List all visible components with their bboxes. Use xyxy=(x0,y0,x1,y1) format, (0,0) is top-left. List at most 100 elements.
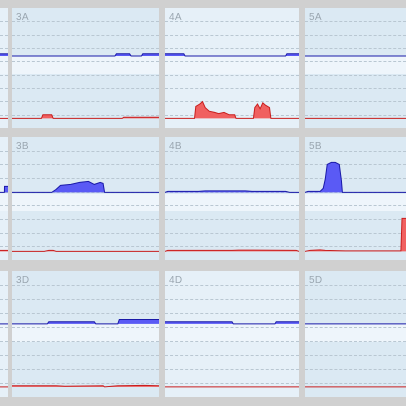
gridline xyxy=(305,164,406,166)
gridline xyxy=(305,88,406,89)
gridline xyxy=(12,341,159,342)
gridline xyxy=(165,299,299,300)
blue-series-line xyxy=(12,180,159,193)
gridline xyxy=(12,327,159,328)
panel-band xyxy=(0,323,8,342)
gridline xyxy=(305,150,406,152)
gridline xyxy=(12,299,159,300)
panel-plot xyxy=(305,55,406,119)
gridline xyxy=(0,205,8,207)
panel-label: 3B xyxy=(16,141,29,152)
gridline xyxy=(305,205,406,207)
gridline xyxy=(0,101,8,103)
gridline xyxy=(0,285,8,286)
gridline xyxy=(0,88,8,89)
red-series-line xyxy=(12,114,159,119)
gridline xyxy=(305,101,406,103)
panel-label: 4B xyxy=(169,141,182,152)
gridline xyxy=(12,313,159,314)
panel-band xyxy=(165,56,299,74)
panel-plot xyxy=(0,323,8,388)
blue-series-line xyxy=(165,53,299,57)
gridline xyxy=(0,150,8,152)
panel-plot xyxy=(0,53,8,119)
gridline xyxy=(0,48,8,49)
gridline xyxy=(165,205,299,207)
panel-band xyxy=(0,56,8,74)
chart-panel-edge xyxy=(0,271,8,397)
gridline xyxy=(12,34,159,36)
panel-plot xyxy=(12,319,159,388)
blue-series-area xyxy=(165,190,299,193)
panel-label: 3A xyxy=(16,12,29,23)
gridline xyxy=(0,61,8,63)
gridline xyxy=(12,21,159,23)
gridline xyxy=(0,341,8,342)
chart-panel-4b: 4B xyxy=(165,137,299,260)
gridline xyxy=(305,61,406,63)
panel-band xyxy=(165,323,299,342)
gridline xyxy=(12,61,159,63)
panel-band xyxy=(12,56,159,74)
gridline xyxy=(305,313,406,314)
panel-band xyxy=(12,193,159,211)
red-series-area xyxy=(12,114,159,119)
gridline xyxy=(0,164,8,166)
panel-band xyxy=(0,193,8,211)
gridline xyxy=(12,114,159,116)
gridline xyxy=(165,313,299,314)
gridline xyxy=(165,21,299,23)
gridline xyxy=(305,219,406,220)
blue-series-line xyxy=(0,185,8,193)
gridline xyxy=(0,299,8,300)
gridline xyxy=(12,205,159,207)
panel-label: 4D xyxy=(169,275,183,286)
gridline xyxy=(165,219,299,220)
gridline xyxy=(12,355,159,356)
gridline xyxy=(0,74,8,76)
panel-plot xyxy=(12,180,159,252)
chart-panel-4d: 4D xyxy=(165,271,299,397)
blue-series-line xyxy=(165,321,299,325)
gridline xyxy=(165,355,299,356)
gridline xyxy=(12,246,159,248)
chart-panel-edge xyxy=(0,137,8,260)
gridline xyxy=(0,369,8,370)
panel-band xyxy=(12,323,159,342)
gridline xyxy=(12,101,159,103)
panel-band xyxy=(305,193,406,211)
gridline xyxy=(305,369,406,370)
panel-band xyxy=(305,323,406,342)
gridline xyxy=(12,232,159,234)
gridline xyxy=(305,285,406,286)
blue-series-line xyxy=(12,319,159,325)
gridline xyxy=(165,285,299,286)
panel-plot xyxy=(0,185,8,252)
red-series-line xyxy=(165,249,299,252)
blue-series-area xyxy=(12,181,159,193)
chart-panel-5a: 5A xyxy=(305,8,406,128)
gridline xyxy=(12,150,159,152)
panel-label: 4A xyxy=(169,12,182,23)
gridline xyxy=(305,383,406,384)
gridline xyxy=(165,327,299,328)
panel-plot xyxy=(305,323,406,388)
gridline xyxy=(0,313,8,314)
red-series-line xyxy=(12,384,159,388)
gridline xyxy=(165,150,299,152)
gridline xyxy=(305,21,406,23)
panel-plot xyxy=(305,161,406,252)
gridline xyxy=(305,178,406,179)
panel-label: 5D xyxy=(309,275,323,286)
panel-label: 5A xyxy=(309,12,322,23)
gridline xyxy=(305,355,406,356)
gridline xyxy=(165,178,299,179)
gridline xyxy=(0,232,8,234)
blue-series-line xyxy=(12,53,159,57)
blue-series-area xyxy=(305,162,406,193)
chart-panel-5b: 5B xyxy=(305,137,406,260)
gridline xyxy=(165,74,299,76)
chart-panel-edge xyxy=(0,8,8,128)
chart-panel-3d: 3D xyxy=(12,271,159,397)
gridline xyxy=(12,285,159,286)
